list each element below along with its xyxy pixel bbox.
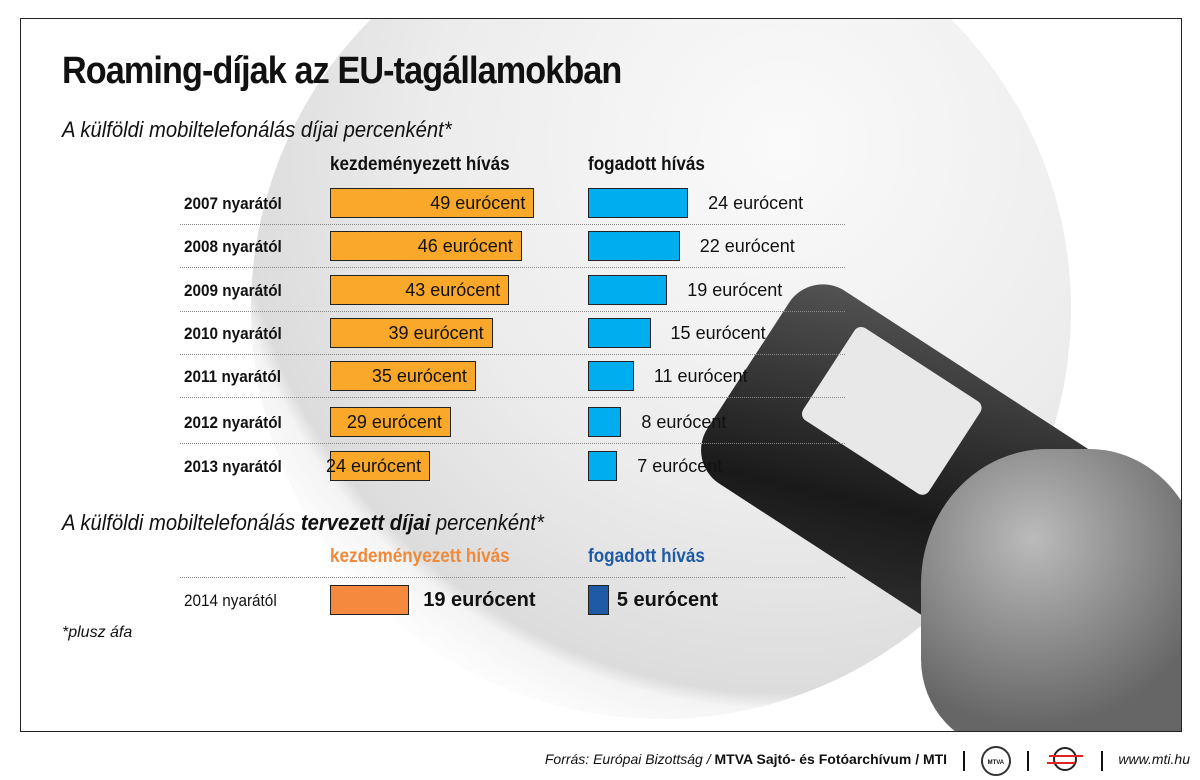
bar-label-incoming: 24 eurócent xyxy=(708,193,804,213)
category-label: 2009 nyarától xyxy=(184,281,282,300)
footer: Forrás: Európai Bizottság / MTVA Sajtó- … xyxy=(0,744,1190,777)
bar-incoming xyxy=(588,361,634,391)
planned-category-label: 2014 nyarától xyxy=(184,591,277,610)
bar-incoming xyxy=(588,275,668,305)
bar-label-outgoing: 43 eurócent xyxy=(405,280,501,300)
bar-incoming xyxy=(588,318,651,348)
divider xyxy=(180,311,845,312)
category-label: 2007 nyarától xyxy=(184,194,282,213)
bar-outgoing: 46 eurócent xyxy=(330,231,522,261)
bar-incoming xyxy=(588,188,689,218)
separator xyxy=(962,750,965,771)
divider xyxy=(180,577,845,578)
bar-label-incoming: 8 eurócent xyxy=(641,412,727,432)
bar-outgoing: 29 eurócent xyxy=(330,407,451,437)
planned-subtitle-bold: tervezett díjai xyxy=(300,510,431,535)
source-text: Forrás: Európai Bizottság / xyxy=(544,751,715,768)
bar-label-outgoing: 49 eurócent xyxy=(430,193,526,213)
planned-header-outgoing: kezdeményezett hívás xyxy=(330,546,510,567)
category-label: 2013 nyarától xyxy=(184,457,282,476)
chart-title: Roaming-díjak az EU-tagállamokban xyxy=(62,50,622,92)
bar-label-incoming: 15 eurócent xyxy=(670,323,766,343)
planned-subtitle-post: percenként* xyxy=(430,510,544,535)
bar-incoming xyxy=(588,231,680,261)
chart-subtitle: A külföldi mobiltelefonálás díjai percen… xyxy=(62,117,452,142)
footnote: *plusz áfa xyxy=(62,624,133,641)
bar-outgoing: 49 eurócent xyxy=(330,188,535,218)
bar-outgoing: 43 eurócent xyxy=(330,275,510,305)
separator xyxy=(1026,750,1029,771)
category-label: 2010 nyarától xyxy=(184,324,282,343)
bar-label-incoming-planned: 5 eurócent xyxy=(616,589,718,611)
bar-outgoing: 39 eurócent xyxy=(330,318,493,348)
header-incoming: fogadott hívás xyxy=(588,154,705,175)
divider xyxy=(180,354,845,355)
divider xyxy=(180,224,845,225)
category-label: 2008 nyarától xyxy=(184,237,282,256)
category-label: 2012 nyarától xyxy=(184,413,282,432)
divider xyxy=(180,443,845,444)
source-agency: MTVA Sajtó- és Fotóarchívum / MTI xyxy=(714,751,948,768)
bar-label-outgoing: 35 eurócent xyxy=(371,366,467,386)
bar-label-outgoing-planned: 19 eurócent xyxy=(423,589,536,611)
bar-label-outgoing: 46 eurócent xyxy=(417,236,513,256)
bar-label-outgoing: 29 eurócent xyxy=(346,412,442,432)
website-link[interactable]: www.mti.hu xyxy=(1118,751,1190,768)
bar-label-incoming: 19 eurócent xyxy=(687,280,783,300)
separator xyxy=(1100,750,1103,771)
category-label: 2011 nyarától xyxy=(184,367,281,386)
bar-outgoing: 35 eurócent xyxy=(330,361,476,391)
bar-label-incoming: 22 eurócent xyxy=(699,236,795,256)
bar-label-outgoing: 24 eurócent xyxy=(326,456,422,476)
divider xyxy=(180,397,845,398)
divider xyxy=(180,267,845,268)
bar-label-outgoing: 39 eurócent xyxy=(388,323,484,343)
planned-subtitle-pre: A külföldi mobiltelefonálás xyxy=(62,510,301,535)
bar-outgoing-planned xyxy=(330,585,410,615)
bar-label-incoming: 11 eurócent xyxy=(653,366,748,386)
bar-incoming-planned xyxy=(588,585,609,615)
header-outgoing: kezdeményezett hívás xyxy=(330,154,510,175)
bar-label-incoming: 7 eurócent xyxy=(637,456,723,476)
mtva-logo: MTVA xyxy=(980,745,1011,776)
planned-subtitle: A külföldi mobiltelefonálás tervezett dí… xyxy=(62,510,544,536)
bar-incoming xyxy=(588,407,622,437)
mti-logo-icon xyxy=(1045,744,1085,777)
planned-header-incoming: fogadott hívás xyxy=(588,546,705,567)
bar-incoming xyxy=(588,451,618,481)
bar-outgoing: 24 eurócent xyxy=(326,451,431,481)
hand-image xyxy=(921,449,1181,731)
